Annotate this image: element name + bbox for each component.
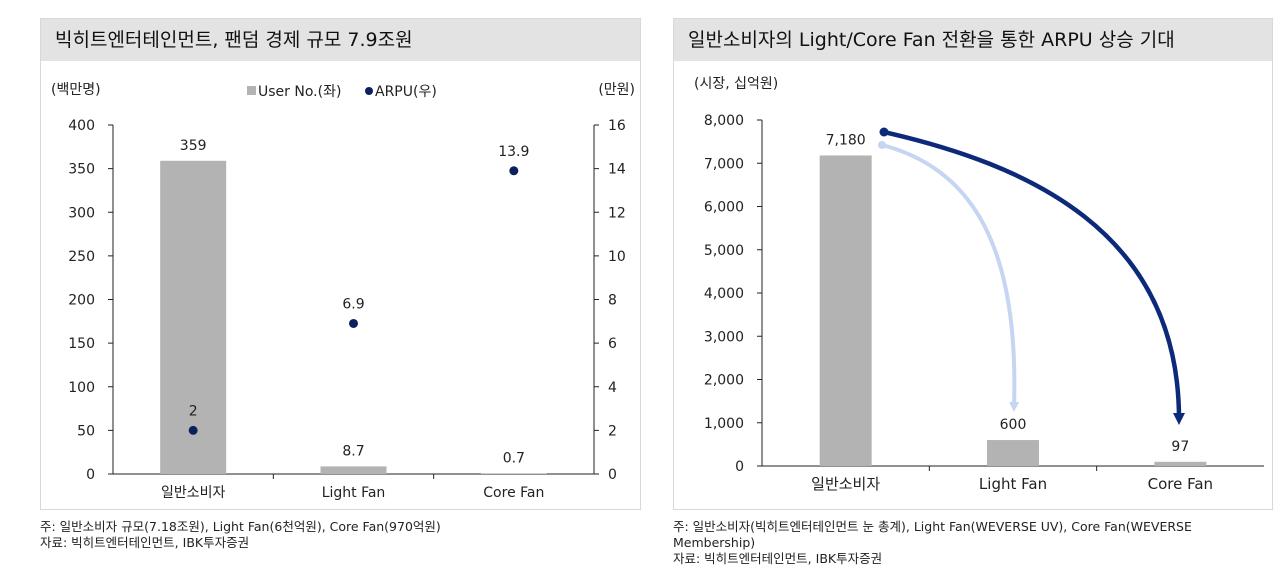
right-chart-x-category-label: Light Fan (979, 475, 1047, 493)
right-chart-panel: 일반소비자의 Light/Core Fan 전환을 통한 ARPU 상승 기대 … (673, 18, 1273, 510)
right-chart-y-tick-label: 5,000 (704, 243, 744, 259)
user-no-data-label: 359 (180, 138, 207, 154)
right-note-line-2: Membership) (673, 535, 756, 550)
right-y-tick-label: 6 (608, 336, 617, 352)
user-no-data-label: 8.7 (342, 443, 364, 459)
right-chart-y-tick-label: 2,000 (704, 373, 744, 389)
core-arrow-origin-dot (879, 127, 889, 137)
left-y-tick-label: 200 (68, 293, 95, 309)
arpu-point (349, 318, 358, 328)
right-y-tick-label: 16 (608, 118, 626, 134)
legend-bar-swatch (247, 86, 256, 95)
right-y-tick-label: 8 (608, 293, 617, 309)
arpu-data-label: 13.9 (498, 144, 529, 160)
market-size-bar (1154, 461, 1207, 466)
user-no-bar (320, 466, 387, 474)
left-y-tick-label: 0 (86, 467, 95, 483)
left-y-tick-label: 250 (68, 249, 95, 265)
x-category-label: 일반소비자 (161, 485, 226, 501)
left-y-tick-label: 150 (68, 336, 95, 352)
right-chart-y-tick-label: 8,000 (704, 113, 744, 129)
left-chart-panel: 빅히트엔터테인먼트, 팬덤 경제 규모 7.9조원 (백만명) (만원) Use… (40, 18, 641, 510)
left-y-tick-label: 50 (77, 423, 95, 439)
legend-dot-label: ARPU(우) (375, 84, 437, 100)
right-note-line: 주: 일반소비자(빅히트엔터테인먼트 눈 총계), Light Fan(WEVE… (673, 519, 1192, 534)
left-axis-unit: (백만명) (51, 82, 101, 98)
left-chart-title: 빅히트엔터테인먼트, 팬덤 경제 규모 7.9조원 (41, 19, 640, 61)
left-note-line: 주: 일반소비자 규모(7.18조원), Light Fan(6천억원), Co… (40, 519, 441, 534)
right-axis-unit: (만원) (598, 82, 635, 98)
arpu-data-label: 2 (189, 403, 198, 419)
x-category-label: Core Fan (483, 485, 544, 501)
right-axis-unit-label: (시장, 십억원) (694, 76, 778, 92)
market-size-bar (819, 155, 872, 466)
left-y-tick-label: 350 (68, 162, 95, 178)
left-notes: 주: 일반소비자 규모(7.18조원), Light Fan(6천억원), Co… (40, 519, 640, 551)
core-fan-conversion-arrow (883, 129, 1185, 425)
legend-bar-label: User No.(좌) (258, 84, 341, 100)
right-notes: 주: 일반소비자(빅히트엔터테인먼트 눈 총계), Light Fan(WEVE… (673, 519, 1273, 567)
right-chart-title: 일반소비자의 Light/Core Fan 전환을 통한 ARPU 상승 기대 (674, 19, 1272, 61)
user-no-bar (480, 473, 547, 474)
x-category-label: Light Fan (322, 485, 386, 501)
right-y-tick-label: 12 (608, 205, 626, 221)
right-chart-y-tick-label: 1,000 (704, 416, 744, 432)
left-y-tick-label: 100 (68, 380, 95, 396)
user-no-data-label: 0.7 (503, 450, 525, 466)
arpu-point (509, 166, 519, 176)
left-chart: (백만명) (만원) User No.(좌) ARPU(우) 050100150… (51, 82, 635, 501)
right-chart-y-tick-label: 4,000 (704, 286, 744, 302)
right-source-line: 자료: 빅히트엔터테인먼트, IBK투자증권 (673, 551, 883, 566)
right-chart-y-tick-label: 0 (735, 459, 744, 475)
right-chart-x-category-label: 일반소비자 (811, 475, 880, 493)
market-size-data-label: 600 (1000, 417, 1027, 433)
market-size-data-label: 97 (1171, 439, 1189, 455)
right-chart-x-category-label: Core Fan (1148, 475, 1213, 493)
right-y-tick-label: 10 (608, 249, 626, 265)
right-chart: (시장, 십억원) 0 1,000 2,000 3,000 4,000 5,000 6,00… (694, 76, 1264, 493)
market-size-bar (987, 440, 1039, 466)
right-chart-y-tick-label: 7,000 (704, 156, 744, 172)
light-arrow-origin-dot (878, 141, 886, 149)
right-chart-y-tick-label: 3,000 (704, 329, 744, 345)
legend-dot-swatch (365, 87, 373, 95)
arpu-point (188, 425, 198, 435)
right-y-tick-label: 2 (608, 423, 617, 439)
left-y-tick-label: 400 (68, 118, 95, 134)
user-no-bar (160, 160, 227, 474)
light-fan-conversion-arrow (881, 143, 1020, 412)
left-source-line: 자료: 빅히트엔터테인먼트, IBK투자증권 (40, 535, 250, 550)
left-y-tick-label: 300 (68, 205, 95, 221)
right-y-tick-label: 14 (608, 162, 626, 178)
right-y-tick-label: 4 (608, 380, 617, 396)
arpu-data-label: 6.9 (342, 296, 364, 312)
market-size-data-label: 7,180 (826, 132, 866, 148)
right-chart-y-tick-label: 6,000 (704, 200, 744, 216)
right-y-tick-label: 0 (608, 467, 617, 483)
